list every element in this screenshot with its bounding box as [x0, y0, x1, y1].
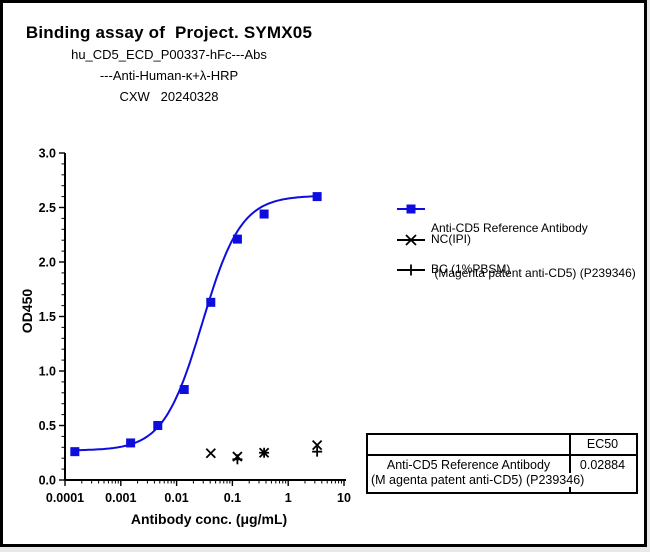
legend-label-line1: Anti-CD5 Reference Antibody: [431, 221, 588, 235]
y-tick-label: 0.5: [39, 419, 56, 433]
legend-x: [405, 234, 417, 246]
y-axis-title: OD450: [19, 288, 35, 334]
data-point-square: [153, 421, 163, 430]
y-tick-label: 0.0: [39, 474, 56, 488]
dose-response-curve: [74, 195, 318, 452]
chart-subtitle-2: ---Anti-Human-κ+λ-HRP: [99, 68, 239, 83]
legend-label: Anti-CD5 Reference Antibody (Magenta pat…: [431, 191, 636, 311]
data-point-square: [179, 385, 189, 395]
data-point-square: [206, 297, 216, 307]
y-tick-label: 2.5: [39, 201, 56, 215]
axes: [64, 153, 346, 481]
table-column-divider: [569, 435, 571, 492]
x-tick-label: 0.01: [164, 491, 188, 505]
chart-subtitle-3: CXW 20240328: [119, 89, 219, 104]
y-tick-label: 3.0: [39, 147, 56, 161]
table-row-label-line2: (M agenta patent anti-CD5) (P239346): [371, 473, 587, 487]
table-row-label-line1: Anti-CD5 Reference Antibody: [386, 458, 551, 472]
ec50-table: EC50 Anti-CD5 Reference Antibody (M agen…: [366, 433, 638, 494]
title-block: Binding assay of Project. SYMX05 hu_CD5_…: [3, 23, 335, 106]
legend-label-line2: (Magenta patent anti-CD5) (P239346): [431, 266, 636, 280]
plus-marker-icon: [397, 264, 425, 276]
data-point-x: [205, 448, 216, 459]
x-tick-label: 0.001: [105, 491, 136, 505]
x-tick-label: 1: [285, 491, 292, 505]
y-tick-label: 1.0: [39, 365, 56, 379]
x-tick-label: 0.0001: [46, 491, 84, 505]
x-tick-label: 10: [337, 491, 351, 505]
data-point-square: [70, 447, 80, 457]
table-ec50-value: 0.02884: [579, 458, 626, 472]
legend-label: NC(IPI): [431, 232, 471, 246]
y-tick-label: 1.5: [39, 310, 56, 324]
table-header-ec50: EC50: [586, 437, 619, 451]
x-tick-label: 0.1: [224, 491, 241, 505]
legend-square: [406, 204, 416, 214]
blue-square-marker-icon: [397, 204, 425, 214]
chart-subtitle-1: hu_CD5_ECD_P00337-hFc---Abs: [71, 47, 267, 62]
y-tick-label: 2.0: [39, 256, 56, 270]
data-point-square: [126, 438, 136, 448]
legend-label: BC (1%PBSM): [431, 262, 511, 276]
data-point-square: [232, 234, 242, 244]
tick-labels: 0.0001 0.001 0.01 0.1 1 10 0.0 0.5 1.0 1.5 2.0 2.5 3…: [39, 147, 351, 506]
data-point-square: [259, 209, 269, 219]
series-reference-antibody: [70, 192, 322, 457]
table-header-rule: [368, 454, 636, 456]
binding-assay-chart: 0.0001 0.001 0.01 0.1 1 10 0.0 0.5 1.0 1.5 2.0 2.5 3…: [39, 147, 351, 506]
chart-title: Binding assay of Project. SYMX05: [25, 23, 313, 42]
data-point-x: [311, 439, 323, 451]
data-point-square: [312, 192, 322, 202]
x-axis-title: Antibody conc. (μg/mL): [130, 511, 288, 527]
series-bc: [232, 446, 323, 465]
x-marker-icon: [397, 234, 425, 246]
axis-ticks: [59, 152, 345, 486]
